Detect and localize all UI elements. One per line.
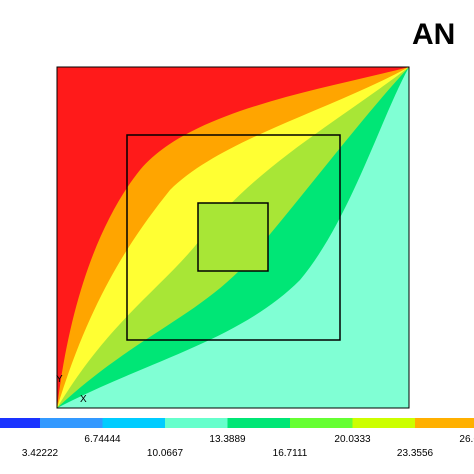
legend-label: 13.3889 xyxy=(209,434,246,445)
legend-swatch xyxy=(102,418,165,428)
legend-swatch xyxy=(290,418,353,428)
legend-swatch xyxy=(165,418,228,428)
band-red xyxy=(57,67,409,408)
x-axis-label: X xyxy=(80,394,87,405)
legend-label: 23.3556 xyxy=(397,448,434,459)
legend-label: 3.42222 xyxy=(22,448,59,459)
legend-label: 26.6778 xyxy=(459,434,474,445)
legend-swatch xyxy=(0,418,40,428)
logo: AN xyxy=(412,18,455,51)
legend-swatch xyxy=(227,418,290,428)
legend: 3.42222 6.74444 10.0667 13.3889 16.7111 20.03… xyxy=(0,418,474,459)
middle-square xyxy=(126,134,341,341)
legend-swatch xyxy=(352,418,415,428)
legend-label: 10.0667 xyxy=(147,448,184,459)
contour-plot xyxy=(56,66,410,409)
legend-label: 16.7111 xyxy=(273,448,308,459)
outer-border xyxy=(56,66,410,409)
inner-region xyxy=(198,203,268,271)
inner-square xyxy=(197,202,269,272)
legend-label: 20.0333 xyxy=(334,434,371,445)
y-axis-label: Y xyxy=(56,374,63,385)
legend-swatch xyxy=(415,418,474,428)
legend-label: 6.74444 xyxy=(84,434,121,445)
legend-swatch xyxy=(40,418,103,428)
